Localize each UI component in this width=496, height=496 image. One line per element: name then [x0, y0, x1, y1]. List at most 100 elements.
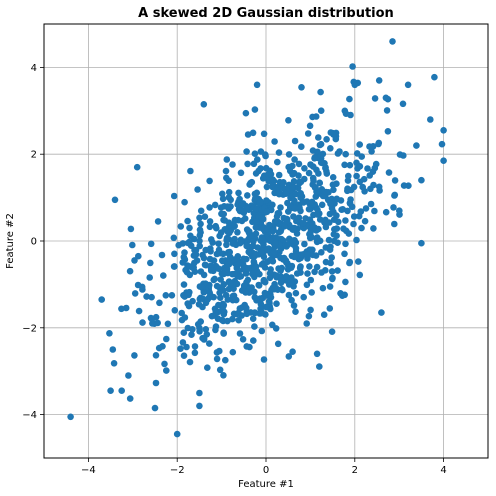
scatter-point [267, 237, 274, 245]
scatter-point [385, 169, 393, 176]
scatter-point [170, 263, 178, 270]
scatter-point [194, 186, 201, 193]
scatter-point [245, 265, 252, 273]
scatter-point [222, 356, 229, 364]
scatter-point [376, 187, 383, 194]
scatter-point [215, 265, 222, 273]
scatter-point [328, 268, 336, 275]
scatter-point [220, 330, 227, 337]
scatter-point [375, 77, 383, 84]
scatter-point [266, 274, 274, 282]
scatter-point [247, 179, 254, 187]
scatter-point [242, 109, 250, 117]
scatter-point [217, 204, 225, 211]
scatter-point [291, 253, 298, 261]
scatter-point [372, 160, 380, 168]
scatter-point [301, 165, 308, 172]
scatter-point [327, 145, 334, 152]
scatter-point [244, 192, 251, 199]
scatter-point [212, 326, 219, 334]
scatter-point [258, 327, 266, 335]
scatter-point [328, 328, 336, 336]
scatter-point [243, 310, 251, 318]
scatter-point [258, 214, 266, 221]
scatter-point [327, 243, 334, 251]
scatter-point [229, 348, 237, 356]
scatter-point [151, 404, 159, 412]
scatter-point [244, 131, 252, 138]
scatter-point [289, 162, 296, 170]
scatter-point [278, 285, 286, 293]
scatter-point [274, 184, 281, 192]
scatter-point [315, 134, 322, 141]
scatter-point [358, 224, 365, 232]
scatter-point [282, 273, 290, 280]
scatter-point [170, 234, 178, 242]
scatter-point [110, 360, 118, 367]
scatter-point [183, 343, 190, 351]
scatter-point [206, 204, 213, 211]
x-tick-label: −2 [170, 465, 185, 476]
scatter-point [251, 150, 259, 157]
scatter-point [427, 116, 434, 123]
scatter-point [252, 218, 260, 225]
scatter-point [271, 218, 279, 225]
scatter-point [291, 205, 299, 212]
scatter-point [222, 167, 230, 175]
scatter-point [301, 175, 308, 183]
scatter-point [200, 334, 208, 342]
scatter-point [342, 240, 349, 248]
scatter-point [353, 172, 360, 180]
scatter-point [289, 184, 296, 191]
scatter-point [273, 272, 280, 279]
scatter-point [231, 270, 238, 278]
scatter-point [224, 296, 232, 303]
scatter-point [186, 288, 193, 296]
scatter-point [204, 364, 211, 372]
scatter-point [180, 253, 188, 261]
scatter-point [206, 289, 213, 297]
scatter-point [190, 235, 198, 243]
scatter-point [191, 343, 199, 350]
scatter-point [273, 300, 280, 308]
scatter-point [187, 242, 195, 249]
scatter-point [278, 264, 286, 272]
scatter-point [126, 395, 134, 402]
scatter-point [177, 223, 185, 230]
scatter-point [243, 242, 250, 250]
chart-title: A skewed 2D Gaussian distribution [138, 6, 394, 21]
scatter-point [345, 172, 352, 180]
scatter-point [274, 340, 282, 348]
scatter-point [269, 183, 276, 191]
scatter-point [118, 305, 125, 313]
scatter-point [317, 107, 325, 114]
scatter-point [269, 227, 277, 235]
scatter-point [317, 88, 324, 96]
scatter-point [283, 217, 291, 225]
scatter-point [253, 81, 261, 89]
scatter-point [367, 200, 375, 208]
scatter-point [179, 240, 187, 247]
scatter-point [309, 224, 317, 231]
scatter-point [253, 156, 261, 163]
scatter-point [251, 106, 259, 113]
scatter-point [353, 150, 361, 157]
scatter-point [226, 229, 233, 236]
scatter-point [328, 254, 336, 261]
scatter-point [163, 367, 170, 374]
scatter-point [246, 284, 254, 292]
scatter-point [212, 308, 219, 316]
scatter-point [235, 316, 242, 324]
x-tick-label: 2 [352, 465, 358, 476]
scatter-point [263, 197, 270, 204]
scatter-point [236, 195, 243, 203]
scatter-point [220, 210, 227, 218]
scatter-point [375, 140, 382, 148]
scatter-point [370, 225, 377, 232]
scatter-point [342, 278, 349, 286]
scatter-point [188, 331, 195, 339]
scatter-point [390, 204, 397, 211]
scatter-point [323, 170, 331, 177]
scatter-point [336, 148, 343, 155]
